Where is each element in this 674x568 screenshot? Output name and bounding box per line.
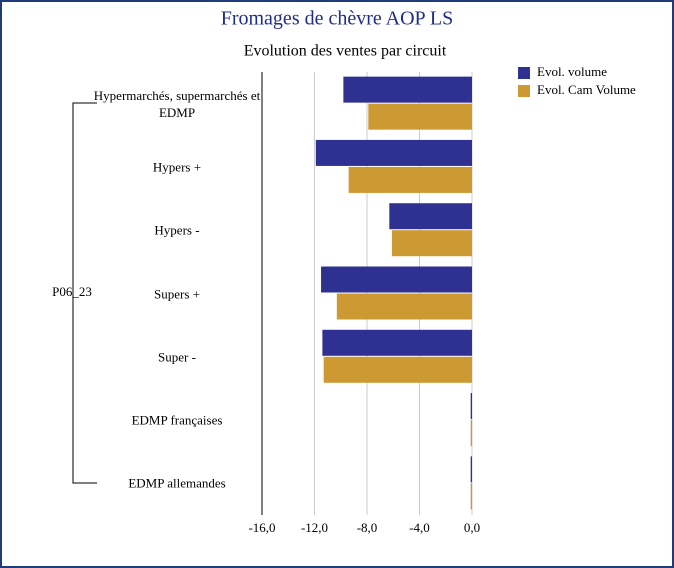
chart-title: Fromages de chèvre AOP LS bbox=[221, 8, 454, 30]
bar bbox=[336, 293, 472, 320]
group-bracket bbox=[72, 102, 97, 484]
x-tick-label: -12,0 bbox=[301, 520, 328, 535]
legend-label: Evol. Cam Volume bbox=[537, 82, 636, 97]
y-tick-label: EDMP allemandes bbox=[128, 475, 226, 491]
bar bbox=[389, 203, 472, 230]
chart-subtitle: Evolution des ventes par circuit bbox=[244, 43, 447, 60]
bar bbox=[322, 329, 472, 356]
y-tick-label: Hypers - bbox=[154, 222, 200, 238]
bar bbox=[470, 420, 472, 447]
bar bbox=[470, 393, 472, 420]
x-tick-label: -8,0 bbox=[357, 520, 378, 535]
bar bbox=[368, 103, 472, 130]
x-tick-label: -4,0 bbox=[409, 520, 430, 535]
y-tick-label: Hypers + bbox=[152, 159, 202, 175]
bar bbox=[470, 483, 472, 510]
bar bbox=[323, 356, 472, 383]
bar bbox=[391, 230, 472, 257]
legend-swatch bbox=[518, 85, 530, 97]
bar bbox=[348, 166, 472, 193]
y-tick-label: Supers + bbox=[154, 286, 200, 301]
bar bbox=[315, 139, 472, 166]
y-tick-label: EDMP françaises bbox=[131, 412, 223, 428]
bar bbox=[343, 76, 472, 103]
legend-swatch bbox=[518, 67, 530, 79]
y-tick-label: Hypermarchés, supermarchés et EDMP bbox=[93, 87, 261, 120]
x-tick-label: -16,0 bbox=[248, 520, 275, 535]
bar bbox=[470, 456, 472, 483]
group-label: P06_23 bbox=[52, 284, 92, 299]
legend-label: Evol. volume bbox=[537, 64, 607, 79]
y-tick-label: Super - bbox=[158, 349, 196, 365]
x-tick-label: 0,0 bbox=[464, 520, 480, 535]
bar bbox=[321, 266, 472, 293]
